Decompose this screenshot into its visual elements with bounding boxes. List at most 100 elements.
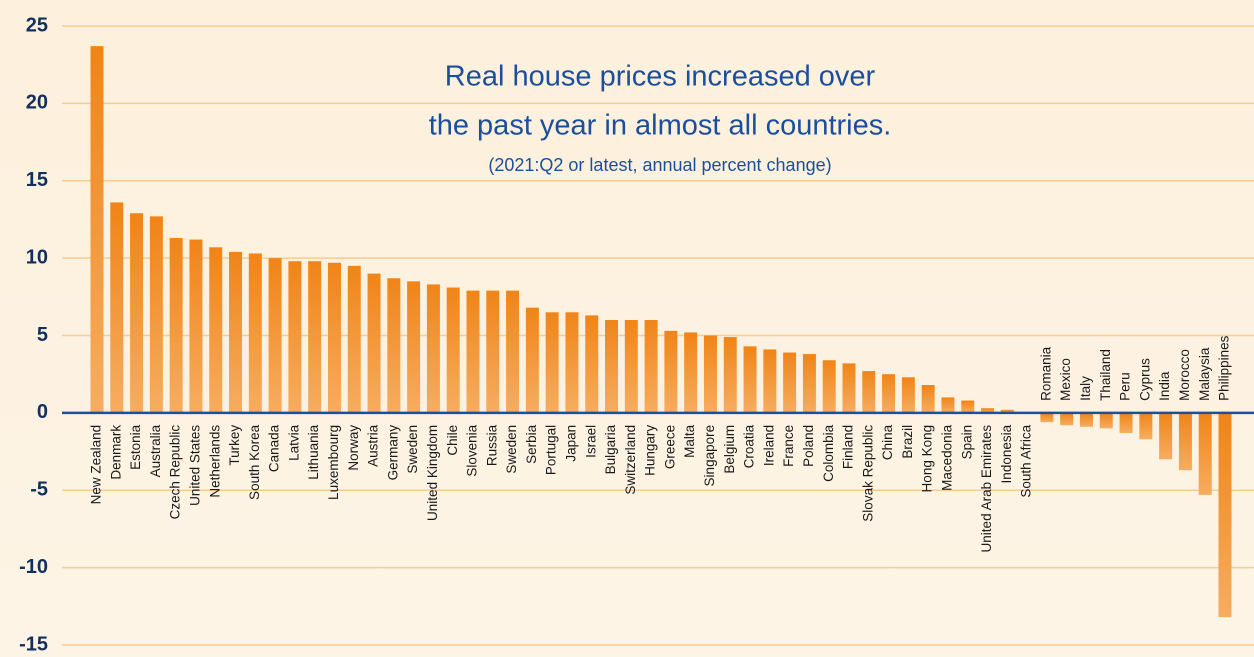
- bar: [703, 335, 717, 413]
- bar: [585, 315, 599, 413]
- x-tick-label: Luxembourg: [326, 425, 341, 500]
- x-tick-label: Sweden: [504, 425, 519, 474]
- x-tick-label: Belgium: [722, 425, 737, 474]
- bar: [288, 261, 302, 413]
- y-tick-label: -10: [19, 556, 48, 578]
- bar: [486, 290, 500, 413]
- bar: [268, 258, 282, 413]
- bar: [644, 320, 658, 413]
- bar: [822, 360, 836, 413]
- x-tick-label: Italy: [1078, 376, 1093, 401]
- x-tick-label: Finland: [841, 425, 856, 469]
- x-tick-label: Croatia: [742, 424, 757, 468]
- bar: [1099, 412, 1113, 429]
- bar: [1178, 412, 1192, 471]
- x-tick-label: Malaysia: [1197, 347, 1212, 401]
- bar: [763, 349, 777, 413]
- bar: [941, 397, 955, 413]
- x-tick-label: South Korea: [247, 424, 262, 500]
- x-tick-label: China: [880, 424, 895, 460]
- x-tick-label: Macedonia: [940, 424, 955, 491]
- x-tick-label: Thailand: [1098, 349, 1113, 401]
- x-tick-label: Canada: [267, 424, 282, 472]
- y-tick-label: -5: [30, 479, 48, 501]
- bar: [367, 273, 381, 413]
- x-tick-label: Lithuania: [306, 424, 321, 479]
- x-tick-label: Indonesia: [999, 424, 1014, 483]
- bar: [248, 253, 262, 413]
- bar: [1000, 409, 1014, 413]
- x-tick-label: France: [781, 425, 796, 467]
- x-tick-label: Morocco: [1177, 349, 1192, 401]
- bar: [446, 287, 460, 413]
- x-tick-label: Germany: [385, 425, 400, 481]
- bar: [723, 337, 737, 413]
- y-tick-label: 0: [37, 401, 48, 423]
- bar: [110, 202, 124, 413]
- x-tick-label: India: [1157, 371, 1172, 401]
- y-tick-label: 5: [37, 324, 48, 346]
- bar: [802, 354, 816, 413]
- x-tick-label: Ireland: [761, 425, 776, 466]
- y-tick-label: 10: [26, 246, 48, 268]
- x-tick-label: Turkey: [227, 425, 242, 466]
- bar: [1218, 412, 1232, 618]
- bar: [1040, 412, 1054, 423]
- x-tick-label: Hungary: [643, 425, 658, 476]
- x-tick-label: Mexico: [1058, 358, 1073, 401]
- bar: [209, 247, 223, 413]
- bar: [506, 290, 520, 413]
- y-tick-label: -15: [19, 633, 48, 655]
- x-tick-label: Japan: [564, 425, 579, 462]
- y-tick-label: 25: [26, 14, 48, 36]
- bar: [842, 363, 856, 413]
- bar: [466, 290, 480, 413]
- bars: [90, 46, 1232, 618]
- bar: [545, 312, 559, 413]
- x-tick-label: Serbia: [524, 424, 539, 464]
- x-tick-label: South Africa: [1019, 424, 1034, 497]
- bar: [308, 261, 322, 413]
- x-tick-label: Chile: [445, 425, 460, 456]
- bar: [743, 346, 757, 413]
- bar: [1159, 412, 1173, 460]
- bar: [901, 377, 915, 413]
- bar: [981, 408, 995, 413]
- x-tick-label: Australia: [148, 424, 163, 477]
- x-tick-label: Latvia: [286, 424, 301, 461]
- x-tick-label: Peru: [1118, 372, 1133, 401]
- bar: [1079, 412, 1093, 427]
- x-tick-label: Bulgaria: [603, 424, 618, 474]
- x-tick-label: Switzerland: [623, 425, 638, 495]
- x-tick-label: Israel: [583, 425, 598, 458]
- x-tick-label: Philippines: [1217, 335, 1232, 401]
- bar: [426, 284, 440, 413]
- bar: [624, 320, 638, 413]
- x-tick-label: Slovak Republic: [860, 425, 875, 522]
- bar: [189, 239, 203, 413]
- x-tick-label: Brazil: [900, 425, 915, 459]
- bar: [387, 278, 401, 413]
- x-tick-label: Romania: [1038, 346, 1053, 401]
- x-tick-label: Netherlands: [207, 425, 222, 498]
- bar: [229, 251, 243, 413]
- bar: [605, 320, 619, 413]
- x-tick-label: Malta: [682, 424, 697, 458]
- bar: [1198, 412, 1212, 495]
- bar: [525, 307, 539, 413]
- bar: [565, 312, 579, 413]
- bar: [684, 332, 698, 413]
- bar: [1119, 412, 1133, 433]
- bar: [407, 281, 421, 413]
- bar: [882, 374, 896, 413]
- x-tick-label: United States: [188, 425, 203, 506]
- bar: [90, 46, 104, 413]
- x-tick-label: Cyprus: [1137, 358, 1152, 401]
- x-tick-label: Russia: [484, 424, 499, 466]
- x-tick-label: New Zealand: [89, 425, 104, 505]
- bar: [664, 330, 678, 413]
- bar: [169, 238, 183, 413]
- x-tick-label: Hong Kong: [920, 425, 935, 493]
- x-tick-label: United Kingdom: [425, 425, 440, 521]
